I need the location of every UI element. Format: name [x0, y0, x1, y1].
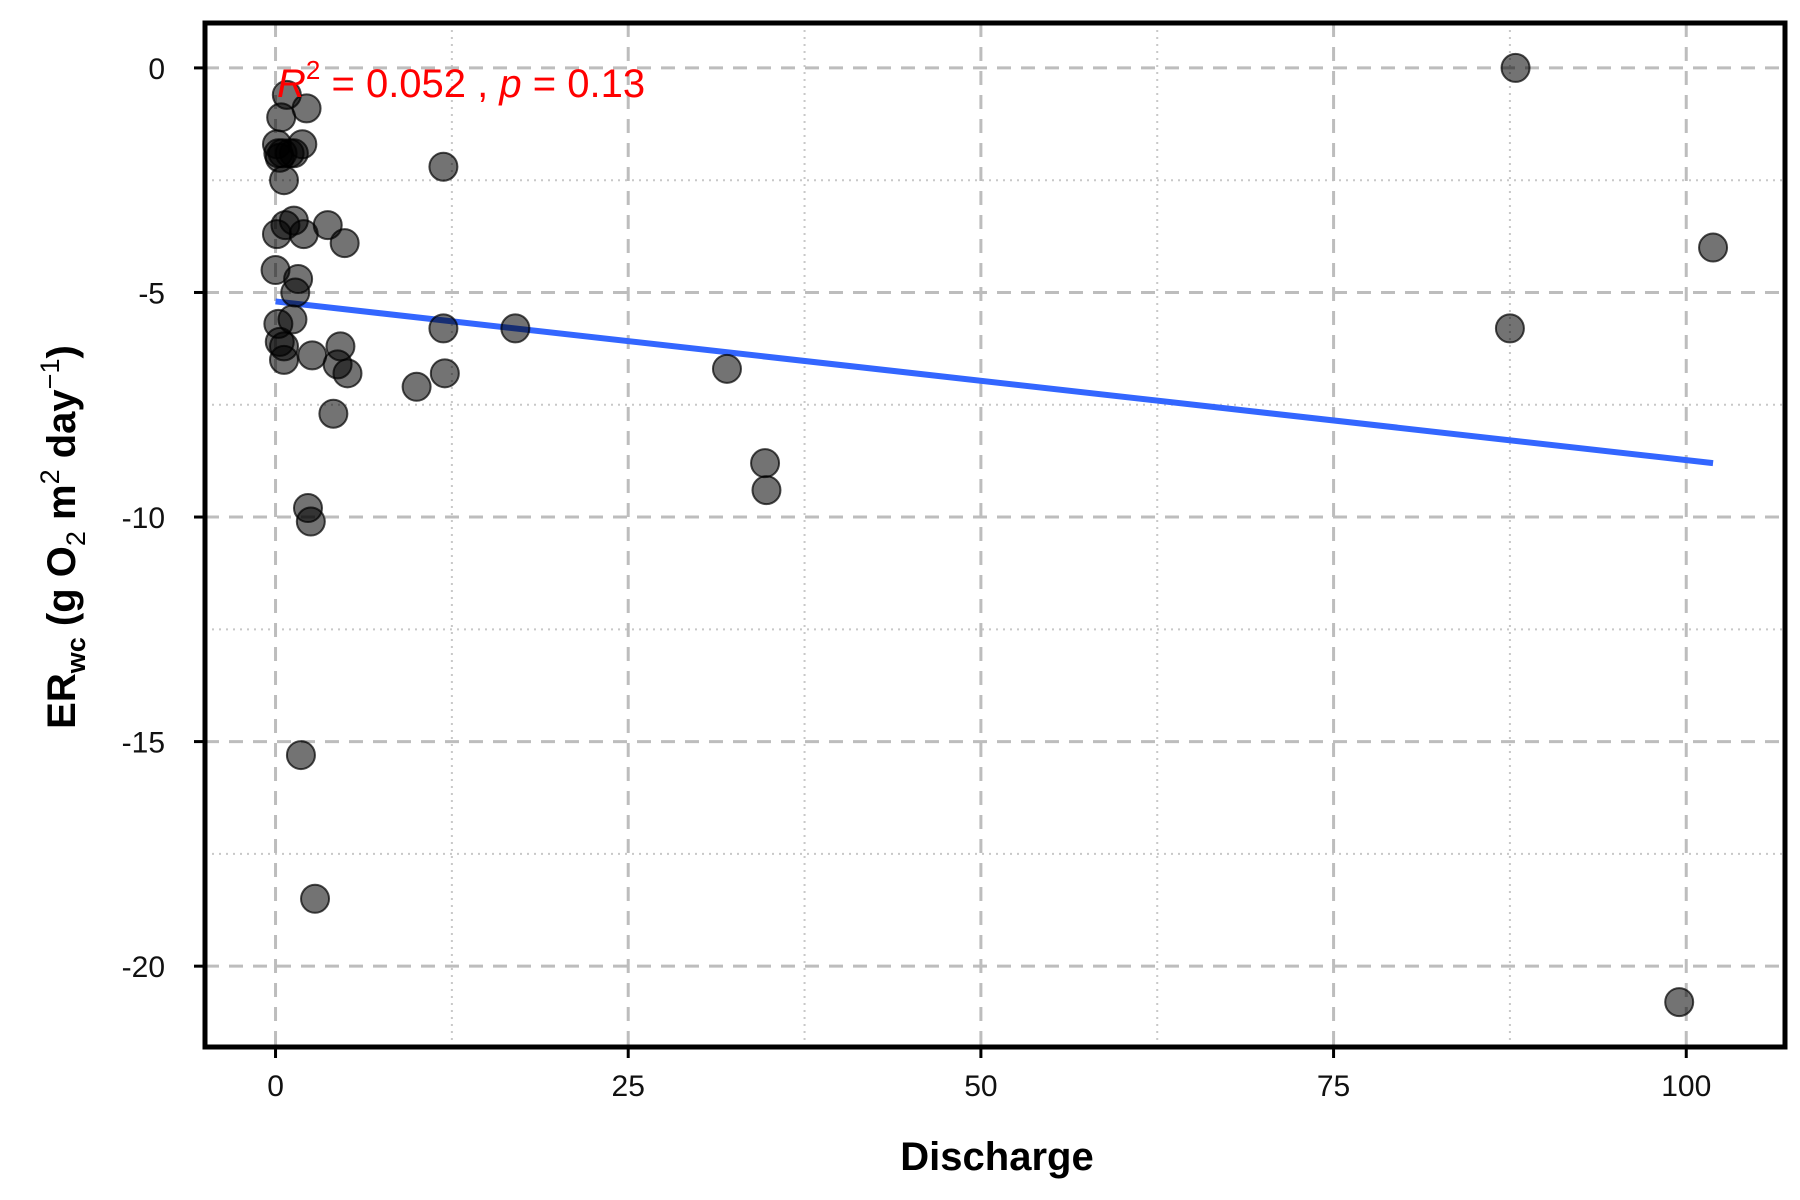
data-point [401, 371, 432, 402]
regression-annotation: R2 = 0.052 , p = 0.13 [277, 55, 645, 106]
y-title-day: day [40, 389, 84, 470]
data-point [428, 313, 459, 344]
x-axis-title: Discharge [900, 1135, 1093, 1179]
x-tick-label: 75 [1317, 1070, 1350, 1103]
axis-ticks: 0 25 50 75 100 0 -5 -10 -15 -20 [122, 53, 1712, 1103]
y-tick-label: -5 [138, 277, 165, 310]
y-title-open: (g O [40, 546, 84, 637]
x-tick-label: 50 [964, 1070, 997, 1103]
data-point [269, 165, 299, 196]
data-point [329, 228, 360, 259]
data-point [269, 344, 299, 375]
data-point [751, 475, 782, 506]
data-point [500, 313, 531, 344]
data-point [280, 277, 311, 308]
major-grid [205, 23, 1785, 1047]
data-point [750, 448, 781, 479]
data-point [1494, 313, 1525, 344]
y-title-o2-subscript: 2 [61, 531, 91, 546]
data-point [318, 398, 349, 429]
minor-grid [205, 23, 1785, 1047]
data-point [332, 358, 363, 389]
data-point [428, 151, 459, 182]
y-title-close: ) [40, 345, 84, 358]
x-tick-label: 100 [1661, 1070, 1711, 1103]
data-point [1500, 52, 1531, 83]
axes [202, 20, 1788, 1050]
data-point [266, 102, 297, 133]
y-title-main-subscript: wc [61, 637, 91, 674]
plot-frame [202, 20, 1788, 1050]
data-point [1664, 987, 1695, 1018]
r-squared-label: R [277, 62, 306, 106]
data-point [285, 740, 316, 771]
data-point [1698, 232, 1729, 263]
data-point [287, 129, 318, 160]
x-tick-label: 25 [612, 1070, 645, 1103]
p-label: p [498, 62, 521, 106]
data-point [297, 340, 328, 371]
y-title-m: m [40, 484, 84, 531]
y-tick-label: -20 [122, 951, 165, 984]
r-squared-superscript: 2 [306, 55, 320, 85]
x-tick-label: 0 [267, 1070, 284, 1103]
y-axis-title: ERwc (g O2 m2 day−1) [35, 345, 91, 729]
y-tick-label: -10 [122, 502, 165, 535]
y-title-day-superscript: −1 [35, 359, 65, 390]
data-point [295, 506, 326, 537]
p-value: = 0.13 [522, 62, 645, 106]
y-tick-label: 0 [148, 53, 165, 86]
y-title-main: ER [40, 673, 84, 729]
data-point [711, 353, 742, 384]
data-point [300, 883, 331, 914]
data-points [260, 52, 1729, 1018]
y-tick-label: -15 [122, 727, 165, 760]
r-squared-value: = 0.052 , [320, 62, 499, 106]
data-point [277, 304, 308, 335]
y-title-m2-superscript: 2 [35, 469, 65, 484]
data-point [429, 358, 460, 389]
